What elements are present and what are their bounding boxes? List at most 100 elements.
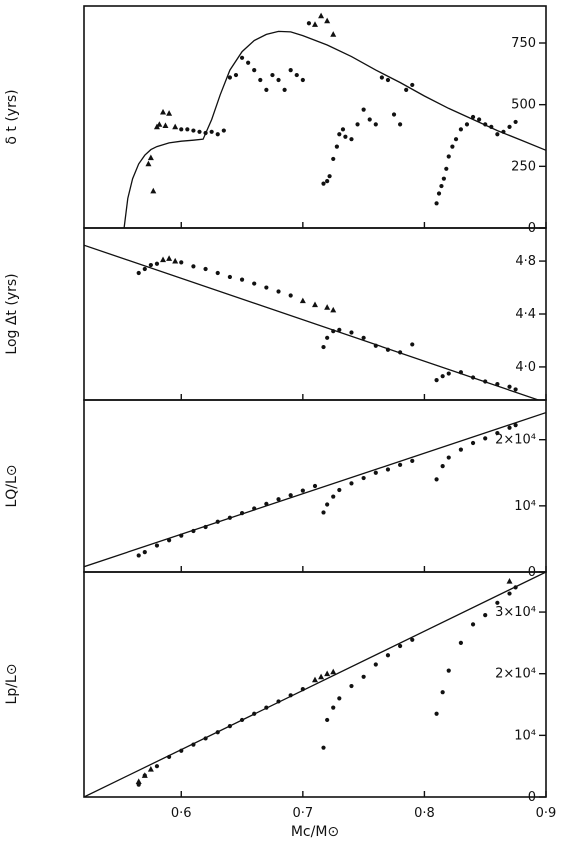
data-point-triangle — [166, 110, 173, 116]
data-point-dot — [361, 475, 366, 481]
data-point-dot — [434, 711, 439, 716]
data-point-dot — [227, 274, 232, 280]
data-point-triangle — [318, 12, 325, 19]
data-point-dot — [300, 77, 305, 83]
data-point-dot — [441, 176, 446, 181]
data-point-dot — [325, 335, 330, 340]
data-point-dot — [300, 687, 305, 692]
data-point-triangle — [150, 187, 157, 194]
data-point-dot — [331, 705, 336, 710]
data-point-triangle — [172, 257, 179, 264]
data-point-dot — [215, 270, 220, 276]
data-point-dot — [483, 613, 488, 618]
data-point-dot — [179, 127, 184, 132]
data-point-dot — [495, 382, 500, 387]
data-point-dot — [288, 493, 293, 498]
data-point-dot — [410, 637, 415, 642]
data-point-dot — [453, 137, 459, 142]
data-point-dot — [142, 266, 147, 272]
data-point-dot — [470, 114, 476, 120]
data-point-dot — [203, 266, 208, 272]
fit-line — [84, 572, 546, 797]
data-point-dot — [215, 519, 220, 524]
data-point-dot — [458, 127, 463, 132]
data-point-triangle — [299, 297, 306, 304]
data-point-dot — [327, 174, 332, 179]
data-point-dot — [288, 693, 293, 698]
data-point-dot — [361, 674, 366, 679]
data-point-dot — [373, 343, 378, 348]
data-point-dot — [410, 82, 415, 88]
data-point-triangle — [145, 160, 152, 167]
data-point-dot — [410, 342, 415, 347]
data-point-dot — [349, 137, 354, 142]
data-point-dot — [179, 533, 184, 538]
data-point-dot — [227, 75, 232, 80]
data-point-triangle — [312, 21, 318, 27]
data-point-dot — [464, 122, 470, 127]
data-point-dot — [470, 375, 476, 380]
data-point-dot — [450, 144, 455, 149]
data-point-dot — [398, 643, 403, 649]
data-point-dot — [252, 506, 257, 511]
panel-4-ytick-label: 2×10⁴ — [495, 667, 536, 682]
data-point-dot — [444, 166, 449, 171]
panel-1-ytick-label: 250 — [511, 159, 536, 174]
data-point-dot — [385, 347, 391, 352]
data-point-triangle — [312, 676, 318, 683]
data-point-dot — [440, 464, 445, 469]
data-point-dot — [306, 21, 312, 26]
panel-3-ylabel: LQ/L⊙ — [4, 464, 20, 507]
data-point-dot — [325, 179, 330, 184]
data-point-dot — [227, 724, 232, 729]
data-point-dot — [294, 72, 299, 78]
x-tick-label: 0·7 — [292, 806, 313, 821]
data-point-dot — [404, 87, 409, 92]
data-point-dot — [252, 711, 257, 716]
fit-line — [84, 411, 546, 568]
data-point-triangle — [160, 108, 167, 115]
model-curve — [123, 30, 546, 228]
data-point-dot — [470, 440, 476, 446]
data-point-dot — [398, 350, 403, 355]
data-point-dot — [136, 270, 141, 276]
data-point-dot — [300, 488, 305, 493]
fit-line — [84, 244, 541, 400]
panel-2-frame — [83, 227, 547, 401]
data-point-dot — [321, 181, 326, 186]
data-point-dot — [483, 379, 488, 384]
data-point-dot — [507, 425, 512, 430]
x-axis-label: Mc/M⊙ — [291, 824, 339, 840]
panel-4-plot-area — [84, 572, 546, 797]
data-point-dot — [288, 68, 293, 73]
panel-4-frame — [83, 571, 547, 798]
data-point-dot — [434, 477, 439, 482]
data-point-dot — [385, 653, 391, 658]
data-point-dot — [239, 511, 245, 516]
data-point-dot — [440, 690, 445, 695]
data-point-dot — [321, 745, 326, 750]
data-point-dot — [191, 264, 196, 269]
data-point-dot — [321, 344, 326, 350]
data-point-dot — [331, 329, 336, 334]
data-point-dot — [325, 717, 330, 723]
data-point-dot — [270, 72, 275, 78]
data-point-dot — [436, 191, 442, 196]
data-point-dot — [434, 201, 439, 206]
data-point-dot — [398, 122, 403, 127]
panel-lp: Lp/L⊙ Mc/M⊙ 0 10⁴ 2×10⁴ 3×10⁴ 0·6 0·7 0·8 0·9 — [4, 571, 556, 840]
data-point-dot — [355, 122, 360, 127]
panel-2-ylabel: Log Δt (yrs) — [4, 273, 20, 354]
data-point-dot — [367, 117, 372, 122]
data-point-dot — [264, 87, 269, 92]
data-point-dot — [361, 107, 366, 112]
data-point-dot — [489, 124, 494, 129]
data-point-triangle — [318, 673, 325, 680]
data-point-triangle — [330, 31, 337, 37]
panel-1-plot-area — [123, 12, 546, 228]
data-point-dot — [288, 293, 293, 298]
data-point-dot — [373, 662, 378, 667]
data-point-dot — [142, 550, 147, 555]
